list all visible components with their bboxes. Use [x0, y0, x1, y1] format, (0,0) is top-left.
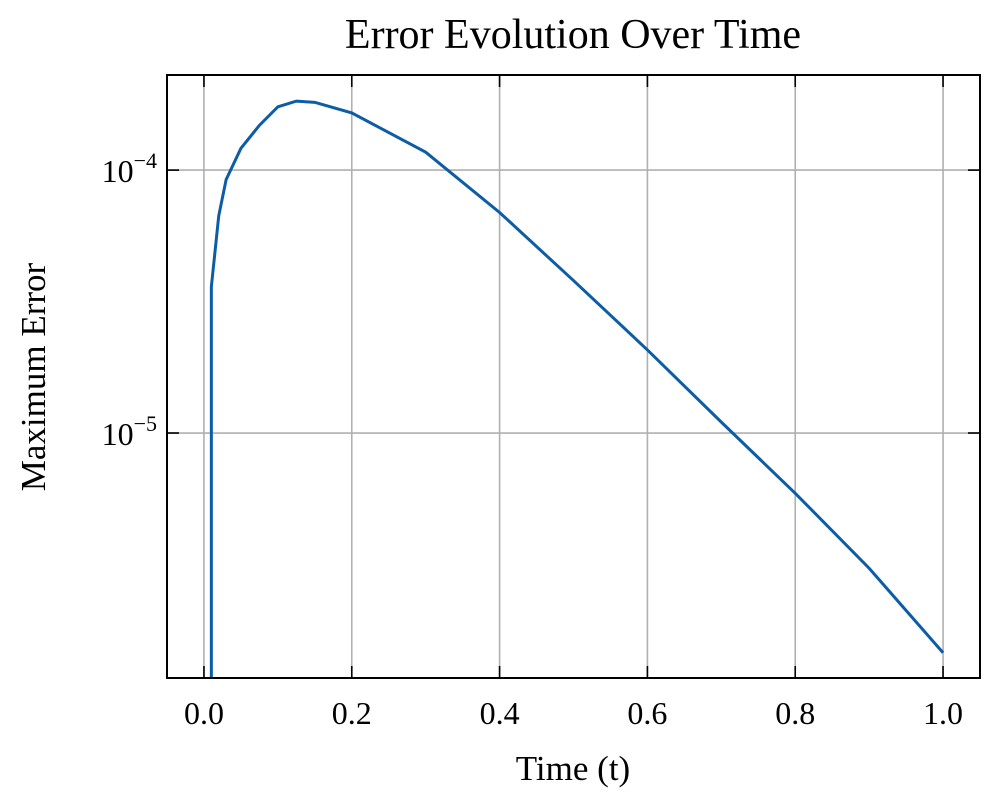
plot-frame [166, 74, 981, 679]
y-axis-label: Maximum Error [14, 262, 53, 491]
x-tick-label: 1.0 [923, 695, 963, 731]
x-tick-label: 0.4 [480, 695, 520, 731]
x-tick-label: 0.2 [332, 695, 372, 731]
y-tick-label: 10−4 [102, 148, 157, 189]
data-line [209, 99, 945, 678]
x-tick-label: 0.8 [775, 695, 815, 731]
x-tick-label: 0.0 [184, 695, 224, 731]
x-axis-label: Time (t) [516, 749, 630, 788]
chart-title: Error Evolution Over Time [345, 12, 801, 58]
x-tick-label: 0.6 [627, 695, 667, 731]
plot-area [209, 99, 945, 678]
y-tick-label: 10−5 [102, 411, 157, 452]
